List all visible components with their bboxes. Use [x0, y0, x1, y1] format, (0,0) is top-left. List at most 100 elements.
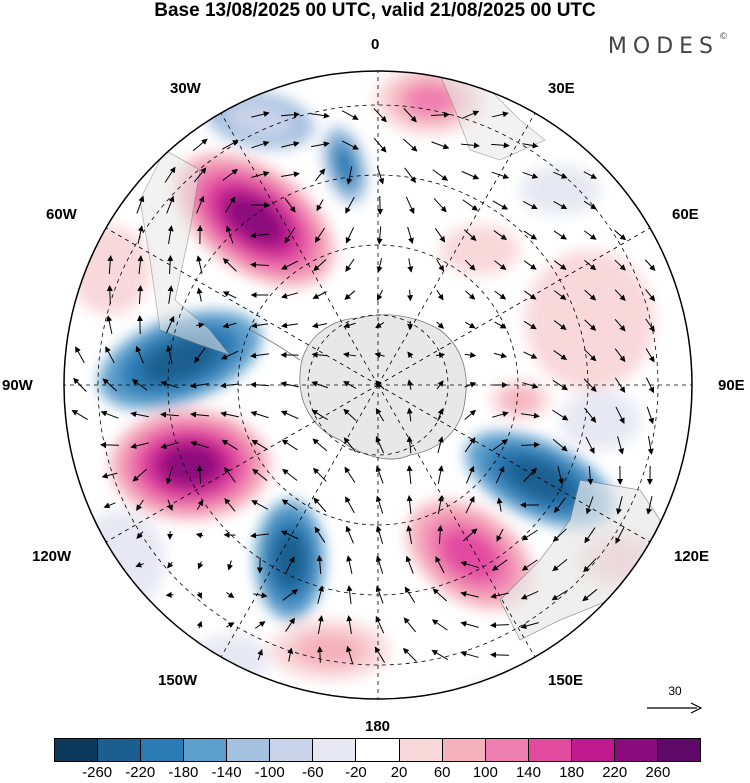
- wind-vector: [375, 408, 385, 422]
- wind-vector: [436, 380, 444, 390]
- wind-vector: [251, 500, 269, 510]
- wind-vector: [341, 140, 359, 150]
- wind-vector: [463, 229, 477, 242]
- wind-vector: [135, 345, 144, 364]
- wind-vector: [464, 409, 477, 420]
- wind-vector: [614, 348, 626, 363]
- lon-label-150w: 150W: [158, 672, 198, 689]
- wind-vector: [135, 561, 144, 568]
- wind-vector: [647, 436, 654, 455]
- antarctica-landmass: [139, 74, 661, 641]
- wind-vector: [197, 561, 204, 570]
- colorbar-segment: [399, 739, 443, 761]
- wind-vector: [436, 290, 444, 301]
- wind-vector: [523, 351, 538, 359]
- wind-vector: [464, 352, 477, 359]
- wind-vector: [405, 555, 414, 574]
- vector-scale-arrow: [647, 702, 703, 714]
- wind-vector: [496, 528, 504, 542]
- colorbar-segment: [55, 739, 99, 761]
- wind-vector: [614, 318, 626, 332]
- wind-vector: [406, 495, 413, 515]
- anomaly-contour: [142, 337, 218, 383]
- wind-vector: [71, 409, 88, 421]
- wind-vector: [160, 442, 179, 449]
- wind-vector: [494, 321, 507, 329]
- wind-vector: [644, 259, 656, 272]
- wind-vector: [167, 285, 174, 304]
- south-pole-marker: [376, 383, 380, 387]
- map-boundary: [63, 70, 693, 700]
- lon-label-90e: 90E: [718, 377, 745, 394]
- anomaly-contour: [227, 102, 293, 138]
- wind-vector: [196, 499, 204, 510]
- wind-vector: [165, 466, 174, 485]
- wind-vector: [552, 438, 568, 452]
- wind-vector: [430, 111, 450, 118]
- anomaly-contour: [460, 680, 540, 699]
- wind-vector: [250, 322, 269, 329]
- wind-vector: [106, 285, 113, 305]
- wind-vector: [406, 465, 413, 485]
- wind-vector: [137, 225, 144, 244]
- wind-vector: [315, 168, 326, 182]
- wind-vector: [316, 555, 323, 575]
- vector-scale-value: 30: [668, 684, 682, 698]
- wind-vector: [250, 352, 269, 359]
- wind-vector: [165, 315, 175, 334]
- wind-vector: [645, 348, 655, 363]
- meridian-line: [217, 107, 379, 386]
- meridian-line: [377, 107, 539, 386]
- wind-vector: [343, 437, 357, 453]
- wind-vector: [75, 346, 85, 364]
- wind-vector: [403, 617, 417, 633]
- wind-vector: [407, 320, 414, 330]
- wind-vector: [584, 289, 597, 301]
- colorbar-tick-label: -140: [211, 764, 242, 781]
- wind-vector: [345, 525, 354, 544]
- meridian-line: [377, 224, 656, 386]
- wind-vector: [553, 497, 566, 513]
- colorbar-segment: [356, 739, 400, 761]
- lon-label-180: 180: [365, 718, 391, 735]
- wind-vector: [584, 349, 597, 362]
- wind-vector: [131, 379, 148, 391]
- antarctic-peninsula: [249, 329, 301, 361]
- anomaly-contour: [190, 635, 270, 685]
- colorbar-tick-label: 100: [472, 764, 498, 781]
- colorbar-segment: [270, 739, 314, 761]
- wind-vector: [376, 289, 384, 301]
- wind-vector: [250, 532, 269, 539]
- wind-vector: [460, 621, 479, 628]
- wind-vector: [280, 530, 299, 540]
- lon-label-30w: 30W: [170, 80, 201, 97]
- lon-label-120e: 120E: [674, 548, 710, 565]
- wind-vector: [437, 436, 444, 453]
- wind-vector: [493, 230, 508, 241]
- wind-vector: [405, 196, 415, 215]
- wind-vector: [317, 615, 324, 634]
- meridian-line: [377, 384, 656, 546]
- colorbar-segment: [528, 739, 572, 761]
- wind-vector: [587, 465, 594, 485]
- latitude-circle: [307, 314, 449, 456]
- wind-vector: [281, 439, 298, 451]
- colorbar-tick-label: -60: [301, 764, 324, 781]
- wind-vector: [281, 141, 300, 148]
- wind-vector: [107, 255, 114, 275]
- wind-vector: [312, 438, 328, 452]
- wind-vector: [465, 321, 476, 329]
- colorbar-segment: [227, 739, 271, 761]
- colorbar-tick-label: -260: [82, 764, 113, 781]
- wind-vector: [460, 591, 479, 598]
- wind-vector: [492, 200, 509, 210]
- wind-vector: [403, 108, 417, 123]
- anomaly-contour: [294, 632, 366, 668]
- wind-vector: [196, 322, 205, 329]
- wind-vector: [376, 258, 383, 273]
- colorbar-tick-label: -100: [254, 764, 285, 781]
- australia-shape: [499, 479, 661, 641]
- wind-vector: [523, 467, 537, 482]
- wind-vector: [406, 525, 413, 544]
- wind-vector: [374, 352, 385, 358]
